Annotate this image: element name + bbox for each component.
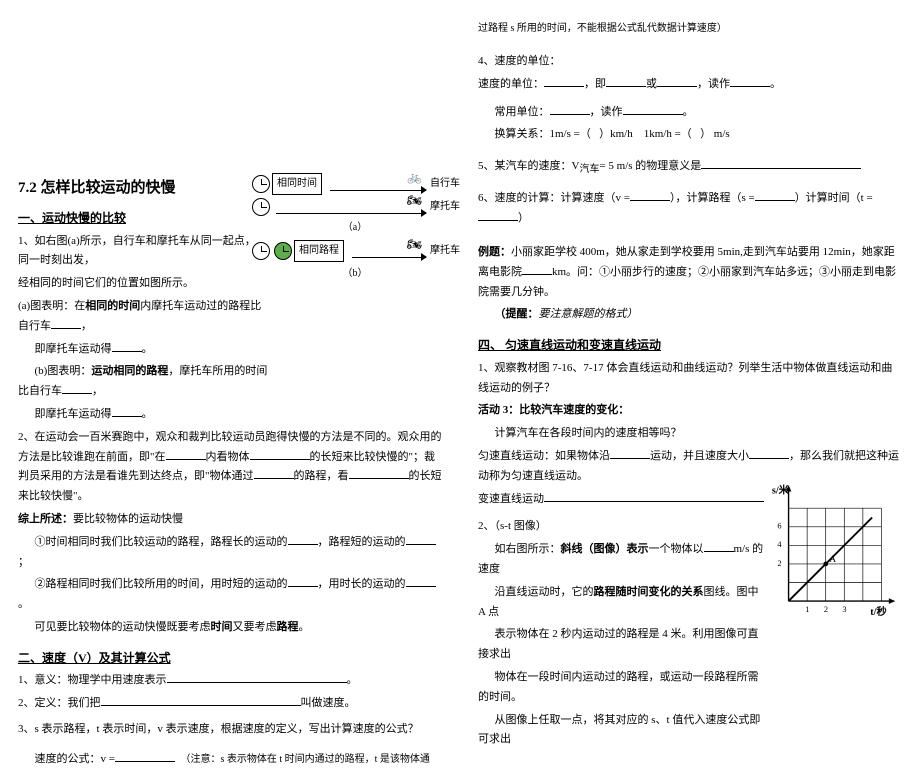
para-3: (a)图表明：在相同的时间内摩托车运动过的路程比自行车， xyxy=(18,297,268,337)
bike-label: 自行车 xyxy=(430,175,460,193)
para-r3: 常用单位：，读作。 xyxy=(478,103,902,123)
svg-text:2: 2 xyxy=(824,605,828,614)
graph-xlabel: t/秒 xyxy=(870,605,886,618)
para-1: 1、如右图(a)所示，自行车和摩托车从同一起点，同一时刻出发， xyxy=(18,232,258,272)
para-r14: 如右图所示：斜线（图像）表示一个物体以m/s 的速度 xyxy=(478,540,768,580)
para-r0: 过路程 s 所用的时间，不能根据公式乱代数据计算速度） xyxy=(478,20,902,38)
section-4-title: 四、 匀速直线运动和变速直线运动 xyxy=(478,335,902,357)
diagram-label-a: 相同时间 xyxy=(272,173,322,195)
svg-text:6: 6 xyxy=(777,522,781,531)
clock-green-icon xyxy=(274,242,292,260)
svg-text:3: 3 xyxy=(842,605,846,614)
tag-b: （b） xyxy=(250,265,460,283)
left-column: 相同时间 🚲 自行车 🏍 摩托车 （a） 相同路程 🏍 摩托车 （b） 7.2 … xyxy=(0,0,460,650)
st-graph: A 2 4 6 1 2 3 s/米 t/秒 xyxy=(770,480,900,620)
para-13: 2、定义：我们把叫做速度。 xyxy=(18,694,442,714)
svg-text:2: 2 xyxy=(777,559,781,568)
para-6: 即摩托车运动得。 xyxy=(18,405,442,425)
example-problem: 例题：小丽家距学校 400m，她从家走到学校要用 5min,走到汽车站要用 12… xyxy=(478,243,902,302)
graph-ylabel: s/米 xyxy=(772,483,790,496)
para-7: 2、在运动会一百米赛跑中，观众和裁判比较运动员跑得快慢的方法是不同的。观众用的方… xyxy=(18,428,442,507)
para-14: 3、s 表示路程，t 表示时间，v 表示速度，根据速度的定义，写出计算速度的公式… xyxy=(18,720,442,740)
para-8: 综上所述：要比较物体的运动快慢 xyxy=(18,510,442,530)
svg-text:4: 4 xyxy=(777,540,782,549)
para-r9: 1、观察教材图 7-16、7-17 体会直线运动和曲线运动？列举生活中物体做直线… xyxy=(478,359,902,399)
para-15: 速度的公式：v = （注意：s 表示物体在 t 时间内通过的路程，t 是该物体通 xyxy=(18,750,442,770)
para-r6: 6、速度的计算：计算速度（v =），计算路程（s =）计算时间（t =） xyxy=(478,189,902,229)
para-9: ①时间相同时我们比较运动的路程，路程长的运动的，路程短的运动的； xyxy=(18,533,442,573)
activity-3: 活动 3：比较汽车速度的变化： xyxy=(478,401,902,421)
para-r18: 从图像上任取一点，将其对应的 s、t 值代入速度公式即可求出 xyxy=(478,711,768,751)
para-r4: 换算关系：1m/s =（ ）km/h 1km/h =（ ） m/s xyxy=(478,125,902,145)
clock-icon xyxy=(252,242,270,260)
para-r2: 速度的单位：，即或，读作。 xyxy=(478,75,902,95)
para-12: 1、意义：物理学中用速度表示。 xyxy=(18,671,442,691)
para-5: (b)图表明：运动相同的路程，摩托车所用的时间比自行车， xyxy=(18,362,268,402)
para-r8: （提醒：要注意解题的格式） xyxy=(478,305,902,325)
para-11: 可见要比较物体的运动快慢既要考虑时间又要考虑路程。 xyxy=(18,618,442,638)
para-r17: 物体在一段时间内运动过的路程，或运动一段路程所需的时间。 xyxy=(478,668,768,708)
moto-label-2: 摩托车 xyxy=(430,242,460,260)
para-r1: 4、速度的单位： xyxy=(478,52,902,72)
para-4: 即摩托车运动得。 xyxy=(18,340,442,360)
para-r15: 沿直线运动时，它的路程随时间变化的关系图线。图中 A 点 xyxy=(478,583,768,623)
comparison-diagram: 相同时间 🚲 自行车 🏍 摩托车 （a） 相同路程 🏍 摩托车 （b） xyxy=(250,170,460,283)
para-10: ②路程相同时我们比较所用的时间，用时短的运动的，用时长的运动的。 xyxy=(18,575,442,615)
para-r5: 5、某汽车的速度：V汽车= 5 m/s 的物理意义是 xyxy=(478,157,902,179)
diagram-label-b: 相同路程 xyxy=(294,240,344,262)
para-r16: 表示物体在 2 秒内运动过的路程是 4 米。利用图像可直接求出 xyxy=(478,625,768,665)
moto-label: 摩托车 xyxy=(430,198,460,216)
right-column: 过路程 s 所用的时间，不能根据公式乱代数据计算速度） 4、速度的单位： 速度的… xyxy=(460,0,920,650)
section-2-title: 二、速度（V）及其计算公式 xyxy=(18,648,442,670)
clock-icon xyxy=(252,175,270,193)
svg-text:1: 1 xyxy=(805,605,809,614)
para-r10: 计算汽车在各段时间内的速度相等吗？ xyxy=(478,424,902,444)
tag-a: （a） xyxy=(250,219,460,237)
clock-icon xyxy=(252,198,270,216)
graph-point-a: A xyxy=(829,555,836,565)
